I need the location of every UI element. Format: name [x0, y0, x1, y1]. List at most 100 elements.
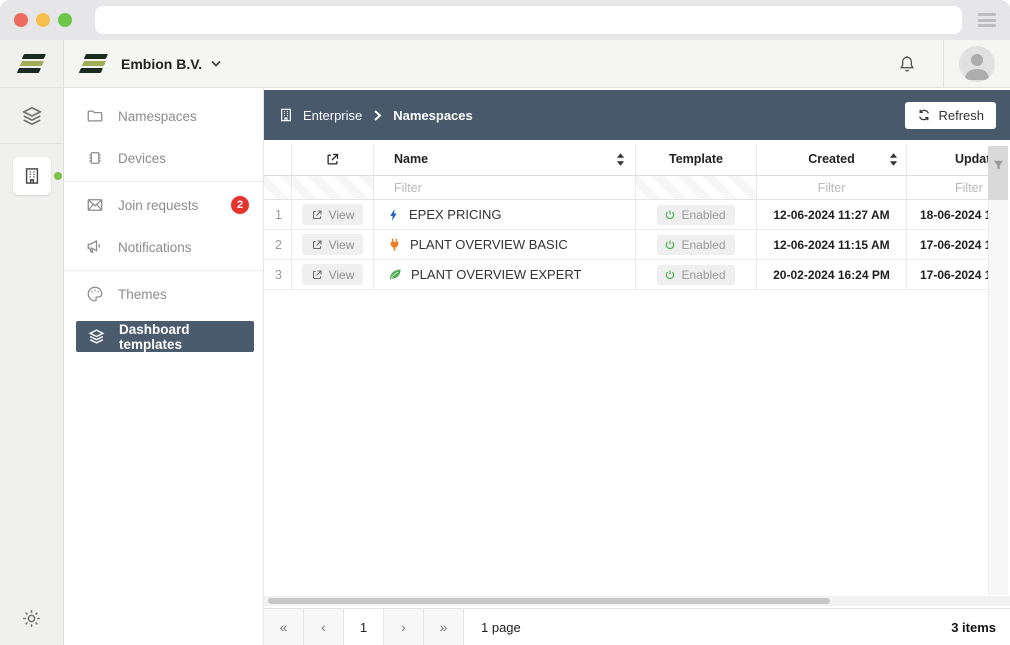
folder-icon	[86, 107, 104, 125]
embion-logo-icon	[78, 54, 109, 73]
filter-cell-disabled	[264, 176, 292, 199]
vertical-scrollbar-track	[988, 200, 1008, 595]
sidebar-item-notifications[interactable]: Notifications	[64, 226, 263, 268]
settings-gear-icon[interactable]	[21, 608, 42, 629]
app-logo	[0, 40, 64, 88]
chip-icon	[86, 149, 104, 167]
chevron-down-icon	[211, 60, 221, 67]
palette-icon	[86, 285, 104, 303]
sidebar-item-devices[interactable]: Devices	[64, 137, 263, 179]
breadcrumb-root[interactable]: Enterprise	[303, 107, 363, 123]
sidebar-item-label: Devices	[118, 150, 167, 166]
namespace-name: PLANT OVERVIEW BASIC	[410, 237, 568, 252]
breadcrumb-current: Namespaces	[393, 107, 473, 123]
status-badge: Enabled	[657, 204, 735, 225]
header-view-column	[292, 143, 374, 175]
next-page-button[interactable]: ›	[384, 609, 424, 645]
header-name-label: Name	[394, 152, 429, 166]
table-row[interactable]: 1 View EPEX PRICING	[264, 200, 988, 230]
chevron-right-icon	[373, 109, 382, 121]
notifications-bell-icon[interactable]	[871, 54, 943, 74]
header-name[interactable]: Name	[374, 143, 636, 175]
created-cell: 12-06-2024 11:27 AM	[757, 200, 907, 229]
leaf-icon	[387, 267, 403, 282]
rail-item-enterprise-active[interactable]	[12, 157, 51, 195]
organization-selector[interactable]: Embion B.V.	[121, 56, 221, 72]
browser-chrome	[0, 0, 1010, 40]
envelope-icon	[86, 196, 104, 214]
namespaces-table: Name Template Created Updated	[264, 143, 988, 290]
external-link-icon	[311, 239, 323, 251]
bolt-icon	[387, 207, 401, 223]
sidebar-item-label: Namespaces	[118, 108, 197, 124]
previous-page-button[interactable]: ‹	[304, 609, 344, 645]
rail-divider	[0, 143, 63, 144]
name-filter-input[interactable]	[374, 180, 635, 195]
megaphone-icon	[86, 238, 104, 256]
view-button[interactable]: View	[301, 234, 364, 255]
last-page-button[interactable]: »	[424, 609, 464, 645]
minimize-window-button[interactable]	[36, 13, 50, 27]
main-content: Enterprise Namespaces Refresh	[264, 88, 1010, 645]
namespace-name: PLANT OVERVIEW EXPERT	[411, 267, 582, 282]
updated-cell: 17-06-2024 14:	[920, 237, 988, 252]
created-cell: 12-06-2024 11:15 AM	[757, 230, 907, 259]
view-label: View	[328, 207, 355, 222]
row-number: 1	[264, 200, 292, 229]
table-filter-row	[264, 176, 988, 200]
page-count-label: 1 page	[481, 619, 521, 635]
plug-icon	[387, 237, 402, 253]
updated-filter-input[interactable]	[907, 180, 988, 195]
first-page-button[interactable]: «	[264, 609, 304, 645]
rail-item-dashboards[interactable]	[0, 88, 63, 143]
sidebar-item-namespaces[interactable]: Namespaces	[64, 95, 263, 137]
current-page-button[interactable]: 1	[344, 609, 384, 645]
refresh-icon	[917, 108, 931, 122]
table-row[interactable]: 3 View	[264, 260, 988, 290]
sidebar-item-themes[interactable]: Themes	[64, 273, 263, 315]
updated-cell: 18-06-2024 12:	[920, 207, 988, 222]
header-updated-label: Updated	[955, 152, 988, 166]
column-filter-menu-button[interactable]	[988, 146, 1008, 200]
status-label: Enabled	[681, 237, 726, 252]
sidebar-item-dashboard-templates[interactable]: Dashboard templates	[76, 321, 254, 352]
browser-menu-icon[interactable]	[978, 13, 996, 27]
created-filter-input[interactable]	[757, 180, 906, 195]
refresh-button[interactable]: Refresh	[905, 101, 996, 129]
user-avatar[interactable]	[959, 45, 995, 82]
header-created[interactable]: Created	[757, 143, 907, 175]
active-status-dot	[53, 172, 62, 180]
embion-logo-icon	[16, 54, 47, 73]
join-requests-badge: 2	[231, 196, 249, 214]
filter-cell-disabled	[636, 176, 757, 199]
header-created-label: Created	[808, 152, 855, 166]
sidebar-item-label: Join requests	[118, 197, 199, 213]
sidebar-item-join-requests[interactable]: Join requests 2	[64, 184, 263, 226]
layers-icon	[21, 105, 43, 127]
sidebar-item-label: Themes	[118, 286, 167, 302]
app-header: Embion B.V.	[64, 40, 1010, 88]
close-window-button[interactable]	[14, 13, 28, 27]
header-template-label: Template	[669, 152, 723, 166]
table-row[interactable]: 2 View	[264, 230, 988, 260]
refresh-label: Refresh	[938, 107, 984, 123]
maximize-window-button[interactable]	[58, 13, 72, 27]
status-badge: Enabled	[657, 264, 735, 285]
funnel-icon	[993, 160, 1004, 171]
header-updated: Updated	[907, 143, 988, 175]
building-icon	[22, 166, 42, 186]
sidebar-divider	[64, 181, 263, 182]
icon-rail	[0, 88, 64, 645]
sort-icon	[616, 152, 625, 166]
horizontal-scrollbar-thumb[interactable]	[268, 598, 830, 604]
building-icon	[278, 107, 294, 123]
view-button[interactable]: View	[301, 264, 364, 285]
status-badge: Enabled	[657, 234, 735, 255]
view-label: View	[328, 267, 355, 282]
status-label: Enabled	[681, 267, 726, 282]
sidebar-divider	[64, 270, 263, 271]
view-button[interactable]: View	[301, 204, 364, 225]
breadcrumb-bar: Enterprise Namespaces Refresh	[264, 90, 1010, 140]
address-bar[interactable]	[95, 6, 962, 34]
